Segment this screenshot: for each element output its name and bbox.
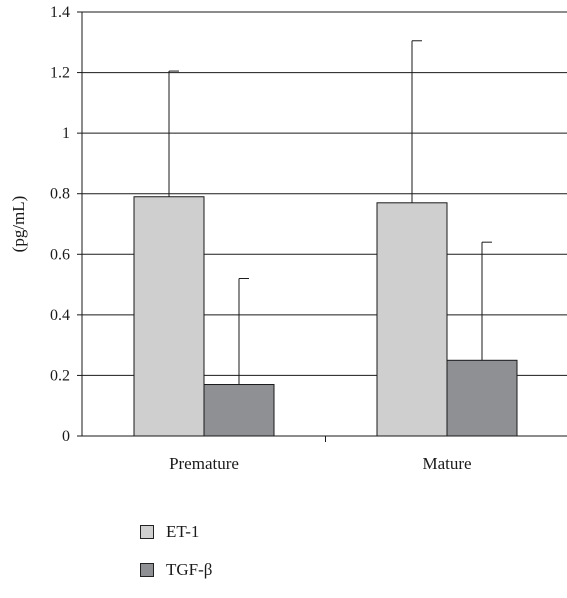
y-axis-label: (pg/mL) [9, 196, 28, 253]
error-bars [168, 40, 492, 385]
y-tick-label: 0.2 [50, 367, 70, 384]
bars [133, 196, 518, 437]
legend-item-et1: ET-1 [140, 522, 212, 542]
y-tick-label: 1.2 [50, 65, 70, 82]
x-category-labels: Premature Mature [169, 454, 471, 473]
y-tick-label: 1 [62, 125, 70, 142]
legend-label-et1: ET-1 [166, 522, 200, 541]
y-tick-label: 0.8 [50, 186, 70, 203]
bar-mature-tgf-beta [446, 359, 518, 437]
legend-item-tgf-beta: TGF-β [140, 560, 212, 580]
x-category-label: Mature [422, 454, 471, 473]
y-tick-label: 0.4 [50, 307, 70, 324]
axes [81, 12, 567, 442]
bar-chart: 0 0.2 0.4 0.6 0.8 1 1.2 1.4 Premature Mature (pg… [9, 4, 567, 473]
y-tick-label: 0.6 [50, 246, 70, 263]
legend: ET-1 TGF-β [140, 522, 212, 598]
x-category-label: Premature [169, 454, 239, 473]
legend-swatch-tgf-beta [140, 563, 154, 577]
y-tick-label: 1.4 [50, 4, 70, 21]
legend-swatch-et1 [140, 525, 154, 539]
y-tick-labels: 0 0.2 0.4 0.6 0.8 1 1.2 1.4 [50, 4, 70, 445]
bar-premature-tgf-beta [203, 384, 275, 437]
bar-mature-et1 [376, 202, 448, 437]
legend-label-tgf-beta: TGF-β [166, 560, 213, 579]
bar-premature-et1 [133, 196, 205, 437]
y-tick-label: 0 [62, 428, 70, 445]
